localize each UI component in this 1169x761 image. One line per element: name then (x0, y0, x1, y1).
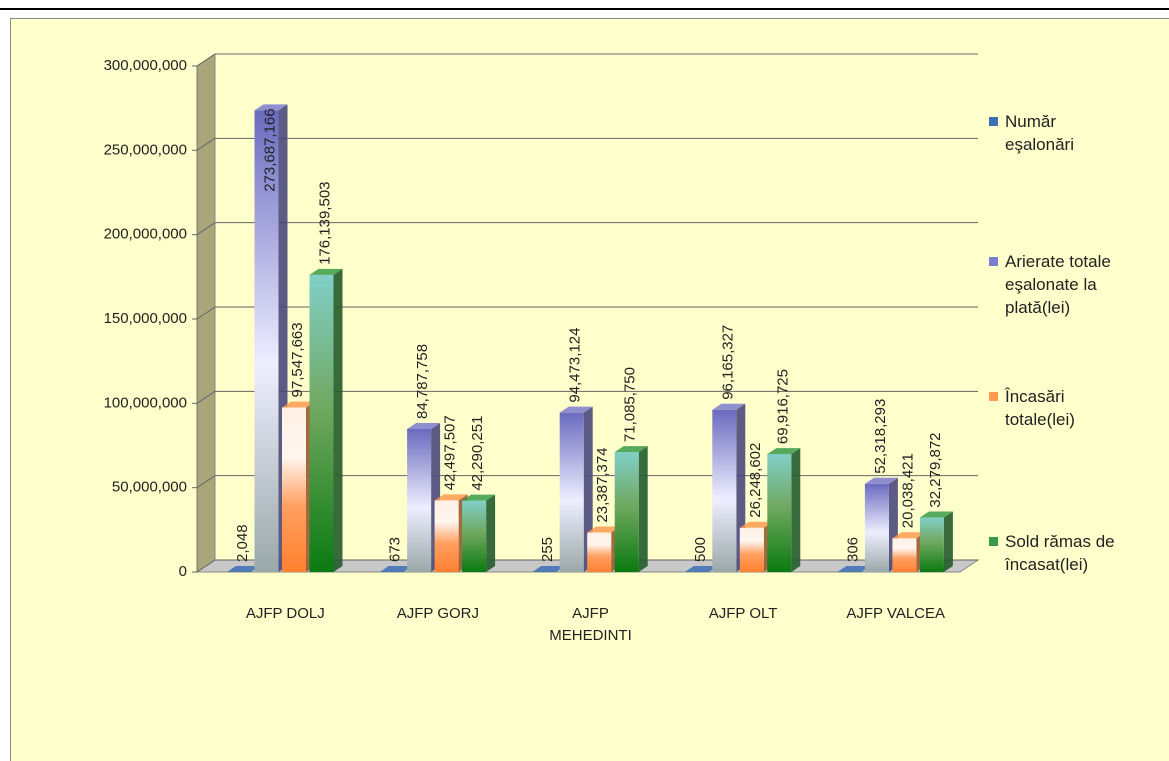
bar-side (639, 446, 648, 572)
value-label: 255 (539, 537, 556, 562)
bar (615, 446, 648, 572)
value-label: 673 (387, 537, 404, 562)
value-label: 42,497,507 (442, 415, 459, 490)
bar-front (767, 454, 791, 572)
bar-front (435, 500, 459, 572)
bar-front (615, 452, 639, 572)
y-tick-label: 100,000,000 (104, 394, 187, 411)
value-label: 23,387,374 (594, 447, 611, 522)
bar-front (587, 533, 611, 572)
bar-front (310, 275, 334, 572)
value-label: 2,048 (234, 524, 251, 562)
y-tick-label: 150,000,000 (104, 310, 187, 327)
legend-item: Arierate totale eşalonate la plată(lei) (1005, 250, 1165, 319)
y-tick-label: 250,000,000 (104, 141, 187, 158)
bar (462, 495, 495, 572)
bar (310, 269, 343, 572)
y-tick-label: 300,000,000 (104, 57, 187, 74)
legend-label: Sold rămas de încasat(lei) (1005, 530, 1125, 576)
value-label: 176,139,503 (316, 181, 333, 264)
value-label: 97,547,663 (289, 322, 306, 397)
bar-front (462, 501, 486, 572)
bar-front (712, 410, 736, 572)
value-label: 52,318,293 (872, 399, 889, 474)
legend-label: Număr eşalonări (1005, 110, 1125, 156)
bar-front (740, 528, 764, 572)
bar-front (920, 518, 944, 572)
legend-label: Încasări totale(lei) (1005, 385, 1125, 431)
value-label: 20,038,421 (899, 453, 916, 528)
bar-side (791, 448, 800, 572)
value-label: 500 (692, 537, 709, 562)
legend-item: Încasări totale(lei) (1005, 385, 1125, 431)
value-label: 273,687,166 (261, 108, 278, 191)
bar-side (486, 495, 495, 572)
value-label: 71,085,750 (622, 367, 639, 442)
legend-label: Arierate totale eşalonate la plată(lei) (1005, 250, 1165, 319)
bar-front (892, 538, 916, 572)
legend-marker (989, 392, 998, 401)
y-tick-label: 0 (179, 563, 187, 580)
x-tick-label: AJFP VALCEA (840, 603, 952, 625)
legend-item: Număr eşalonări (1005, 110, 1125, 156)
value-label: 96,165,327 (719, 325, 736, 400)
value-label: 42,290,251 (469, 416, 486, 491)
value-label: 306 (844, 537, 861, 562)
bar-front (407, 429, 431, 572)
x-tick-label: AJFP DOLJ (229, 603, 341, 625)
bar (767, 448, 800, 572)
y-tick-label: 200,000,000 (104, 226, 187, 243)
x-tick-label: AJFP OLT (687, 603, 799, 625)
x-tick-label: AJFP MEHEDINTI (535, 603, 647, 647)
bar-front (282, 407, 306, 572)
legend-marker (989, 257, 998, 266)
value-label: 94,473,124 (567, 328, 584, 403)
value-label: 84,787,758 (414, 344, 431, 419)
x-tick-label: AJFP GORJ (382, 603, 494, 625)
value-label: 26,248,602 (747, 443, 764, 518)
legend-marker (989, 537, 998, 546)
y-tick-label: 50,000,000 (112, 479, 187, 496)
legend-marker (989, 117, 998, 126)
legend-item: Sold rămas de încasat(lei) (1005, 530, 1125, 576)
bar (920, 512, 953, 572)
value-label: 32,279,872 (927, 432, 944, 507)
value-label: 69,916,725 (774, 369, 791, 444)
bar-front (560, 413, 584, 572)
bar-side (334, 269, 343, 572)
bar-front (865, 484, 889, 572)
bar-side (944, 512, 953, 572)
